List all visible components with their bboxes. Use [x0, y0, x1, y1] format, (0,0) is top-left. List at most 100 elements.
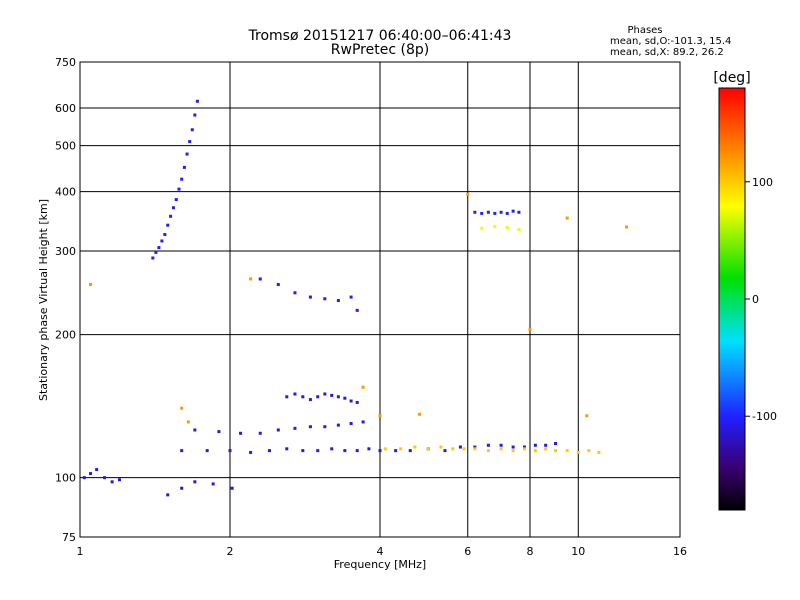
data-point	[117, 478, 121, 482]
data-point	[533, 449, 537, 453]
data-point	[166, 493, 170, 497]
data-point	[343, 449, 347, 453]
data-point	[511, 445, 515, 449]
data-point	[308, 425, 312, 429]
data-point	[323, 392, 327, 396]
data-point	[378, 414, 382, 418]
data-point	[553, 449, 557, 453]
data-point	[511, 209, 515, 213]
series-f-layer-low	[258, 277, 359, 312]
x-tick-label: 10	[571, 545, 585, 558]
y-tick-label: 750	[55, 56, 76, 69]
data-point	[480, 226, 484, 230]
data-point	[336, 395, 340, 399]
data-point	[180, 406, 184, 410]
data-point	[349, 399, 353, 403]
data-point	[166, 223, 170, 227]
data-point	[171, 206, 175, 210]
x-tick-label: 1	[77, 545, 84, 558]
data-point	[276, 428, 280, 432]
data-point	[349, 422, 353, 426]
data-point	[439, 445, 443, 449]
data-point	[523, 445, 527, 449]
data-point	[217, 430, 221, 434]
data-point	[185, 152, 189, 156]
x-axis-ticks: 1 2 4 6 8 10 16	[77, 545, 688, 558]
data-point	[355, 449, 359, 453]
data-point	[169, 214, 173, 218]
data-point	[399, 447, 403, 451]
data-point	[180, 449, 184, 453]
data-point	[186, 420, 190, 424]
data-point	[205, 449, 209, 453]
data-point	[211, 482, 215, 486]
data-point	[378, 449, 382, 453]
data-point	[82, 476, 86, 480]
data-point	[511, 449, 515, 453]
x-tick-label: 16	[673, 545, 687, 558]
data-point	[493, 224, 497, 228]
data-point	[301, 449, 305, 453]
data-point	[188, 140, 192, 144]
y-tick-label: 75	[62, 531, 76, 544]
series-e-trace-o	[180, 442, 557, 454]
data-point	[276, 283, 280, 287]
data-point	[528, 328, 532, 332]
data-point	[505, 211, 509, 215]
data-point	[462, 447, 466, 451]
data-point	[293, 426, 297, 430]
y-axis-label: Stationary phase Virtual Height [km]	[37, 199, 50, 401]
data-point	[323, 425, 327, 429]
data-point	[193, 480, 197, 484]
data-point	[293, 291, 297, 295]
data-point	[193, 113, 197, 117]
data-point	[499, 447, 503, 451]
data-point	[413, 445, 417, 449]
data-point	[523, 447, 527, 451]
colorbar-label: [deg]	[713, 70, 750, 86]
y-tick-label: 300	[55, 245, 76, 258]
data-point	[249, 450, 253, 454]
data-point	[336, 299, 340, 303]
data-point	[517, 227, 521, 231]
y-tick-label: 400	[55, 186, 76, 199]
data-point	[89, 472, 93, 476]
data-point	[394, 449, 398, 453]
data-point	[499, 210, 503, 214]
data-point	[157, 246, 161, 250]
series-f-layer-high-x	[480, 224, 521, 231]
data-point	[355, 308, 359, 312]
series-es-multiple	[193, 420, 365, 435]
data-point	[239, 431, 243, 435]
series-es-upper	[285, 392, 359, 404]
data-point	[367, 447, 371, 451]
data-point	[426, 447, 430, 451]
data-point	[544, 447, 548, 451]
data-point	[180, 486, 184, 490]
data-point	[190, 128, 194, 132]
data-point	[443, 449, 447, 453]
series-low-traces	[82, 468, 234, 497]
colorbar-ticks: 100 0 -100	[745, 176, 777, 423]
data-point	[151, 256, 155, 260]
data-point	[343, 396, 347, 400]
data-point	[330, 447, 334, 451]
data-point	[258, 431, 262, 435]
data-point	[417, 412, 421, 416]
chart-subtitle: RwPretec (8p)	[331, 42, 429, 58]
colorbar-tick-label: -100	[752, 410, 777, 423]
phases-box-line1: mean, sd,O:-101.3, 15.4	[610, 36, 731, 47]
x-tick-label: 4	[377, 545, 384, 558]
data-point	[163, 233, 167, 237]
data-points	[82, 99, 629, 497]
data-point	[517, 210, 521, 214]
data-point	[480, 211, 484, 215]
data-point	[625, 225, 629, 229]
y-tick-label: 100	[55, 472, 76, 485]
data-point	[493, 211, 497, 215]
data-point	[301, 395, 305, 399]
data-point	[473, 447, 477, 451]
colorbar-tick-label: 100	[752, 176, 773, 189]
plot-frame	[79, 61, 681, 538]
data-point	[408, 449, 412, 453]
